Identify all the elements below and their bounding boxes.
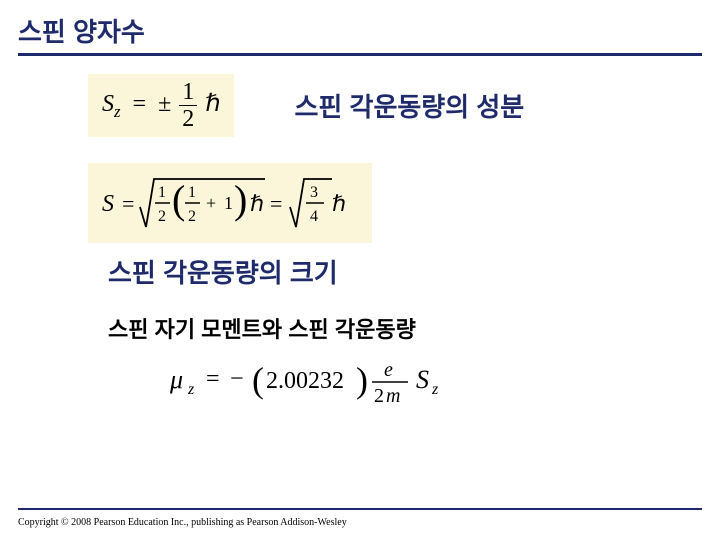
label-moment: 스핀 자기 모멘트와 스핀 각운동량 (108, 312, 702, 344)
eq3-row: μ z = − ( 2.00232 ) e 2 m S z (168, 352, 702, 408)
svg-text:2: 2 (374, 385, 384, 407)
svg-text:3: 3 (310, 184, 318, 201)
svg-text:2: 2 (158, 208, 166, 225)
svg-text:μ: μ (169, 365, 183, 394)
svg-text:=: = (122, 191, 134, 216)
copyright-text: Copyright © 2008 Pearson Education Inc.,… (18, 517, 347, 528)
svg-text:S: S (102, 191, 114, 217)
svg-text:2: 2 (188, 208, 196, 225)
svg-text:z: z (187, 381, 195, 398)
svg-text:ℏ: ℏ (332, 191, 346, 216)
svg-text:(: ( (172, 177, 185, 222)
svg-text:4: 4 (310, 208, 318, 225)
svg-text:2.00232: 2.00232 (266, 368, 344, 394)
svg-text:=: = (270, 191, 282, 216)
eq1-lhs-symbol: S (102, 91, 114, 117)
label-magnitude: 스핀 각운동량의 크기 (108, 253, 702, 290)
svg-text:z: z (431, 381, 439, 398)
equation-2-box: S = 1 2 ( 1 2 + 1 ) ℏ (88, 163, 372, 243)
svg-text:ℏ: ℏ (250, 191, 264, 216)
equation-1-box: Sz = ± 1 2 ℏ (88, 74, 234, 137)
eq2-row: S = 1 2 ( 1 2 + 1 ) ℏ (88, 163, 702, 243)
svg-text:): ) (234, 177, 247, 222)
equation-3-svg: μ z = − ( 2.00232 ) e 2 m S z (168, 352, 508, 408)
svg-text:1: 1 (224, 193, 233, 213)
title-rule: 스핀 양자수 (18, 12, 702, 56)
eq1-lhs-sub: z (114, 102, 121, 121)
svg-text:(: ( (252, 360, 264, 400)
svg-text:1: 1 (188, 184, 196, 201)
eq1-row: Sz = ± 1 2 ℏ 스핀 각운동량의 성분 (88, 74, 702, 137)
svg-text:1: 1 (158, 184, 166, 201)
svg-text:): ) (356, 360, 368, 400)
footer-rule (18, 508, 702, 510)
svg-text:+: + (206, 193, 216, 213)
eq1-sign: ± (158, 91, 171, 117)
equation-2-svg: S = 1 2 ( 1 2 + 1 ) ℏ (100, 167, 360, 239)
eq1-frac-den: 2 (179, 106, 197, 131)
page-title: 스핀 양자수 (18, 12, 702, 49)
svg-text:−: − (230, 366, 244, 392)
svg-text:S: S (416, 365, 429, 394)
svg-text:=: = (206, 366, 220, 392)
svg-text:e: e (384, 359, 393, 381)
label-component: 스핀 각운동량의 성분 (294, 87, 524, 124)
eq1-hbar: ℏ (205, 91, 220, 117)
svg-text:m: m (386, 385, 400, 407)
eq1-frac-num: 1 (179, 80, 197, 106)
